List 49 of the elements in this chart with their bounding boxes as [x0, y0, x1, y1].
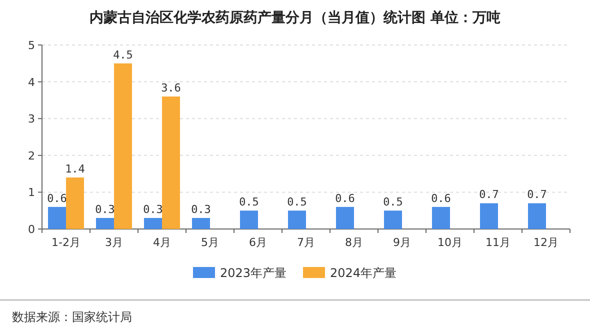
bar: [480, 203, 498, 229]
data-label: 0.5: [383, 196, 403, 209]
data-label: 1.4: [65, 162, 86, 176]
bar: [66, 177, 84, 229]
bar: [384, 210, 402, 229]
data-label: 0.7: [479, 188, 499, 202]
x-tick-label: 10月: [438, 236, 462, 249]
x-tick-label: 12月: [534, 236, 558, 249]
bar: [162, 96, 180, 229]
chart-title: 内蒙古自治区化学农药原药产量分月（当月值）统计图 单位：万吨: [90, 9, 500, 26]
bar: [96, 218, 114, 229]
bar: [192, 218, 210, 229]
x-tick-label: 4月: [153, 236, 171, 249]
x-tick-label: 11月: [486, 236, 510, 249]
y-tick-label: 4: [28, 76, 35, 89]
x-tick-label: 3月: [105, 236, 123, 249]
y-tick-label: 3: [28, 112, 35, 126]
data-label: 0.7: [527, 188, 547, 202]
x-tick-label: 9月: [393, 236, 411, 249]
data-label: 0.5: [239, 196, 259, 209]
y-tick-label: 2: [28, 149, 35, 162]
bar: [528, 203, 546, 229]
data-label: 0.3: [143, 202, 163, 216]
data-label: 0.3: [95, 202, 115, 216]
bar: [336, 206, 354, 229]
x-tick-label: 6月: [249, 236, 267, 249]
bar: [432, 206, 450, 229]
x-tick-label: 5月: [201, 236, 219, 249]
data-label: 0.6: [335, 192, 355, 205]
bar: [288, 210, 306, 229]
bar: [48, 206, 66, 229]
data-label: 3.6: [161, 82, 181, 95]
x-tick-label: 7月: [297, 236, 315, 249]
legend-label: 2023年产量: [220, 266, 287, 280]
data-label: 0.3: [191, 202, 211, 216]
bar: [240, 210, 258, 229]
data-label: 0.6: [47, 192, 67, 205]
y-tick-label: 0: [28, 223, 35, 236]
y-tick-label: 1: [28, 186, 35, 200]
data-label: 0.6: [431, 192, 451, 205]
x-tick-label: 8月: [345, 236, 363, 249]
bar: [144, 218, 162, 229]
legend-label: 2024年产量: [330, 266, 397, 280]
bar: [114, 63, 132, 229]
data-label: 0.5: [287, 196, 307, 209]
y-tick-label: 5: [28, 39, 35, 52]
data-label: 4.5: [113, 48, 133, 62]
x-tick-label: 1-2月: [52, 236, 80, 249]
source-note: 数据来源：国家统计局: [12, 310, 132, 324]
